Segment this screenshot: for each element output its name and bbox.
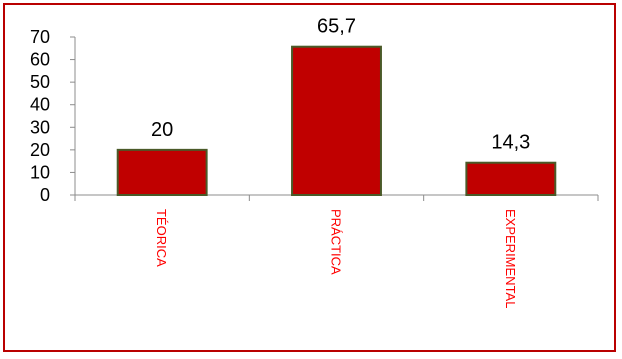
bar [291, 45, 382, 196]
y-tick-label: 70 [30, 27, 50, 47]
bars [116, 45, 557, 197]
bar [116, 148, 208, 197]
data-label: 65,7 [317, 16, 356, 38]
bar [465, 161, 557, 196]
category-labels: TÉORICA PRÁCTICA EXPERIMENTAL [154, 209, 518, 308]
y-tick-label: 60 [30, 50, 50, 70]
y-tick-label: 30 [30, 117, 50, 137]
category-label: PRÁCTICA [329, 209, 344, 275]
data-labels: 20 65,7 14,3 [151, 16, 530, 154]
y-tick-label: 40 [30, 95, 50, 115]
y-tick-label: 0 [40, 185, 50, 205]
category-label: TÉORICA [154, 209, 169, 267]
y-tick-label: 10 [30, 162, 50, 182]
x-axis-ticks [74, 195, 599, 201]
data-label: 14,3 [491, 132, 530, 154]
category-label: EXPERIMENTAL [503, 209, 518, 308]
data-label: 20 [151, 119, 173, 141]
y-tick-label: 50 [30, 72, 50, 92]
y-tick-label: 20 [30, 140, 50, 160]
